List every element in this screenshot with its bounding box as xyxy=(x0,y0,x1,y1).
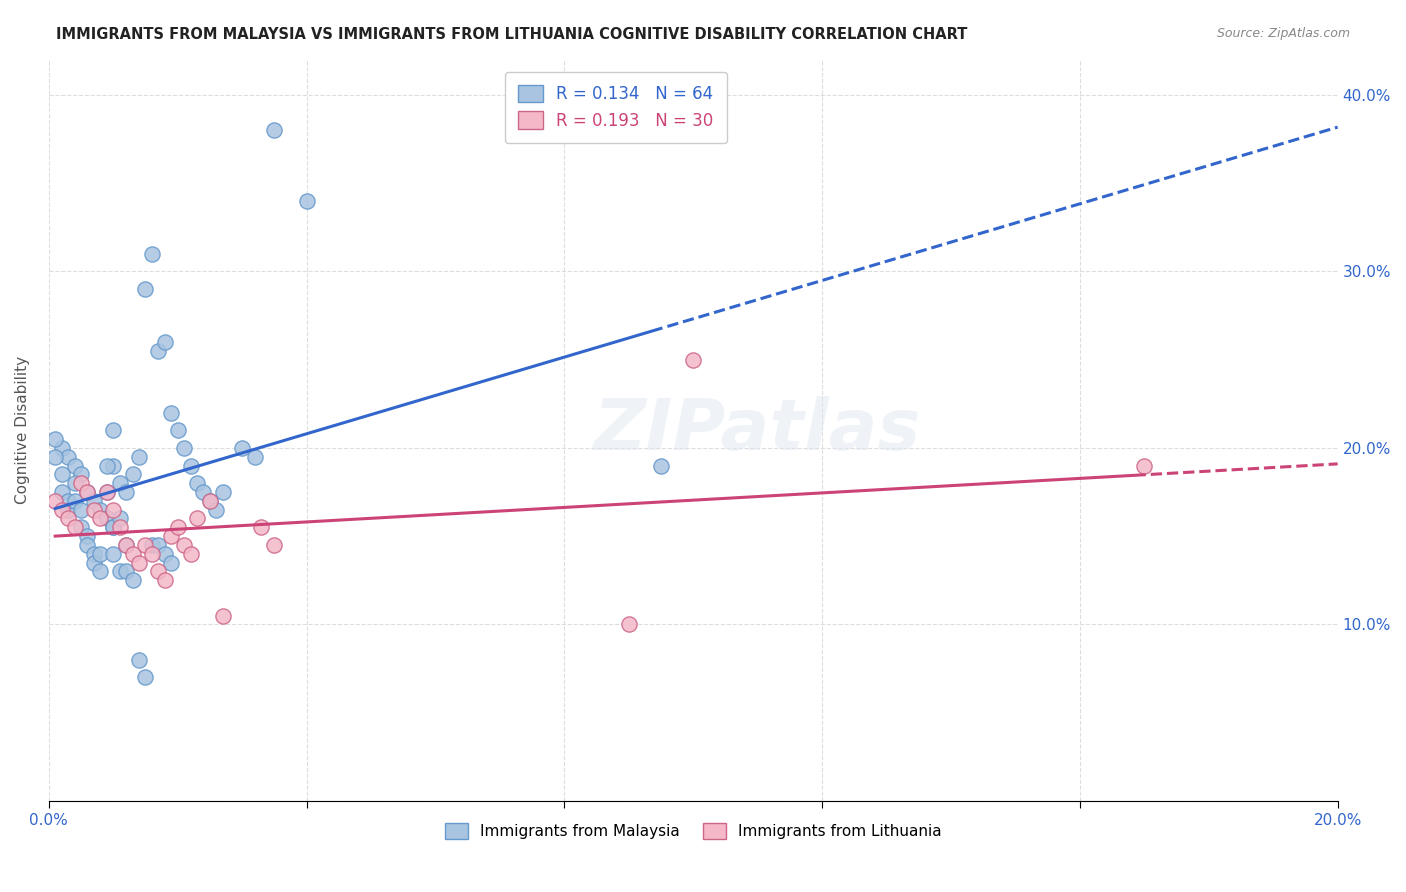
Point xyxy=(211,608,233,623)
Point xyxy=(70,502,93,516)
Point xyxy=(115,485,138,500)
Point xyxy=(1133,458,1156,473)
Point xyxy=(70,467,93,482)
Point xyxy=(153,547,176,561)
Point xyxy=(231,441,253,455)
Point xyxy=(173,441,195,455)
Point xyxy=(103,520,125,534)
Point xyxy=(76,529,98,543)
Point xyxy=(96,485,118,500)
Point xyxy=(205,502,228,516)
Point xyxy=(148,343,170,358)
Point xyxy=(63,458,86,473)
Point xyxy=(89,547,111,561)
Point xyxy=(682,352,704,367)
Point xyxy=(617,617,640,632)
Text: ZIPatlas: ZIPatlas xyxy=(593,396,921,465)
Point xyxy=(115,538,138,552)
Point xyxy=(650,458,672,473)
Point xyxy=(180,458,202,473)
Point xyxy=(103,520,125,534)
Point xyxy=(211,485,233,500)
Point xyxy=(148,538,170,552)
Point xyxy=(96,511,118,525)
Point xyxy=(108,520,131,534)
Point xyxy=(103,423,125,437)
Point xyxy=(108,565,131,579)
Point xyxy=(198,493,221,508)
Point xyxy=(63,476,86,491)
Text: Source: ZipAtlas.com: Source: ZipAtlas.com xyxy=(1216,27,1350,40)
Point xyxy=(70,476,93,491)
Point xyxy=(51,485,73,500)
Point xyxy=(166,520,188,534)
Point xyxy=(173,538,195,552)
Point xyxy=(76,485,98,500)
Point xyxy=(128,653,150,667)
Point xyxy=(51,502,73,516)
Point xyxy=(44,493,66,508)
Point xyxy=(108,511,131,525)
Point xyxy=(51,467,73,482)
Text: IMMIGRANTS FROM MALAYSIA VS IMMIGRANTS FROM LITHUANIA COGNITIVE DISABILITY CORRE: IMMIGRANTS FROM MALAYSIA VS IMMIGRANTS F… xyxy=(56,27,967,42)
Point xyxy=(141,538,163,552)
Point xyxy=(83,556,105,570)
Point xyxy=(263,123,285,137)
Point xyxy=(134,670,156,684)
Point xyxy=(153,574,176,588)
Point xyxy=(56,502,79,516)
Point xyxy=(83,547,105,561)
Point xyxy=(128,450,150,464)
Point xyxy=(51,441,73,455)
Point xyxy=(186,511,208,525)
Point xyxy=(44,450,66,464)
Point xyxy=(160,529,183,543)
Point xyxy=(166,423,188,437)
Point xyxy=(250,520,273,534)
Point xyxy=(56,450,79,464)
Point xyxy=(103,458,125,473)
Point xyxy=(134,282,156,296)
Point xyxy=(141,547,163,561)
Point xyxy=(70,520,93,534)
Point xyxy=(243,450,266,464)
Point xyxy=(56,493,79,508)
Point xyxy=(134,538,156,552)
Point xyxy=(128,556,150,570)
Point xyxy=(198,493,221,508)
Point xyxy=(295,194,318,208)
Point xyxy=(83,502,105,516)
Point xyxy=(160,556,183,570)
Point xyxy=(103,502,125,516)
Point xyxy=(193,485,215,500)
Y-axis label: Cognitive Disability: Cognitive Disability xyxy=(15,356,30,504)
Point xyxy=(44,432,66,446)
Point xyxy=(186,476,208,491)
Point xyxy=(76,538,98,552)
Point xyxy=(180,547,202,561)
Point xyxy=(121,547,143,561)
Point xyxy=(96,458,118,473)
Point xyxy=(160,406,183,420)
Point xyxy=(89,502,111,516)
Point xyxy=(121,574,143,588)
Point xyxy=(148,565,170,579)
Point xyxy=(141,246,163,260)
Point xyxy=(76,485,98,500)
Point xyxy=(89,565,111,579)
Point xyxy=(103,547,125,561)
Point xyxy=(121,467,143,482)
Point xyxy=(263,538,285,552)
Point xyxy=(96,485,118,500)
Point xyxy=(115,565,138,579)
Point xyxy=(83,493,105,508)
Point xyxy=(63,493,86,508)
Point xyxy=(56,511,79,525)
Point xyxy=(63,520,86,534)
Point xyxy=(115,538,138,552)
Point xyxy=(153,334,176,349)
Point xyxy=(89,511,111,525)
Point xyxy=(108,476,131,491)
Legend: Immigrants from Malaysia, Immigrants from Lithuania: Immigrants from Malaysia, Immigrants fro… xyxy=(439,817,948,845)
